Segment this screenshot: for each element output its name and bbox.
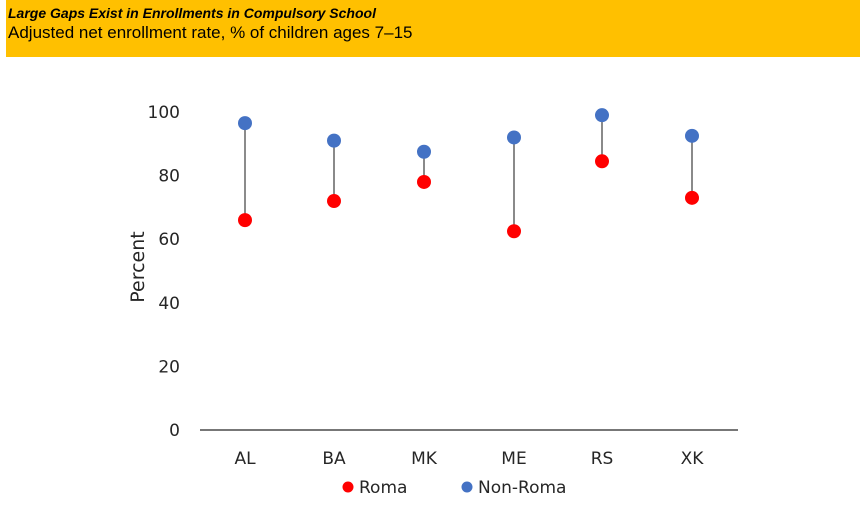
y-tick-label: 20 xyxy=(158,357,180,377)
roma-point-al xyxy=(238,213,252,228)
x-tick-label: ME xyxy=(501,449,526,469)
x-tick-label: AL xyxy=(234,449,256,469)
roma-point-xk xyxy=(685,190,699,205)
non-roma-point-me xyxy=(507,130,521,145)
legend-label-roma: Roma xyxy=(359,478,407,498)
y-tick-label: 40 xyxy=(158,294,180,314)
y-axis-title: Percent xyxy=(127,231,149,303)
legend-label-non-roma: Non-Roma xyxy=(478,478,566,498)
roma-point-mk xyxy=(417,174,431,189)
y-tick-label: 80 xyxy=(158,167,180,187)
roma-point-ba xyxy=(327,194,341,209)
legend-marker-non-roma xyxy=(461,481,473,493)
roma-point-rs xyxy=(595,154,609,169)
roma-point-me xyxy=(507,224,521,239)
x-tick-label: MK xyxy=(411,449,438,469)
x-tick-label: XK xyxy=(681,449,705,469)
y-tick-label: 0 xyxy=(169,421,180,441)
non-roma-point-xk xyxy=(685,128,699,143)
non-roma-point-rs xyxy=(595,108,609,123)
legend-marker-roma xyxy=(342,481,354,493)
chart-header: Large Gaps Exist in Enrollments in Compu… xyxy=(6,0,860,57)
chart-title: Large Gaps Exist in Enrollments in Compu… xyxy=(8,5,376,21)
x-tick-label: RS xyxy=(591,449,614,469)
y-tick-label: 60 xyxy=(158,230,180,250)
y-tick-label: 100 xyxy=(148,103,180,123)
x-tick-label: BA xyxy=(322,449,346,469)
non-roma-point-al xyxy=(238,116,252,131)
non-roma-point-ba xyxy=(327,133,341,148)
non-roma-point-mk xyxy=(417,144,431,159)
chart-subtitle: Adjusted net enrollment rate, % of child… xyxy=(8,23,413,42)
